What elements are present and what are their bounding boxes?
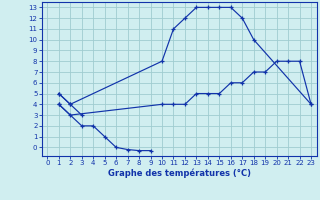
X-axis label: Graphe des températures (°C): Graphe des températures (°C): [108, 169, 251, 178]
